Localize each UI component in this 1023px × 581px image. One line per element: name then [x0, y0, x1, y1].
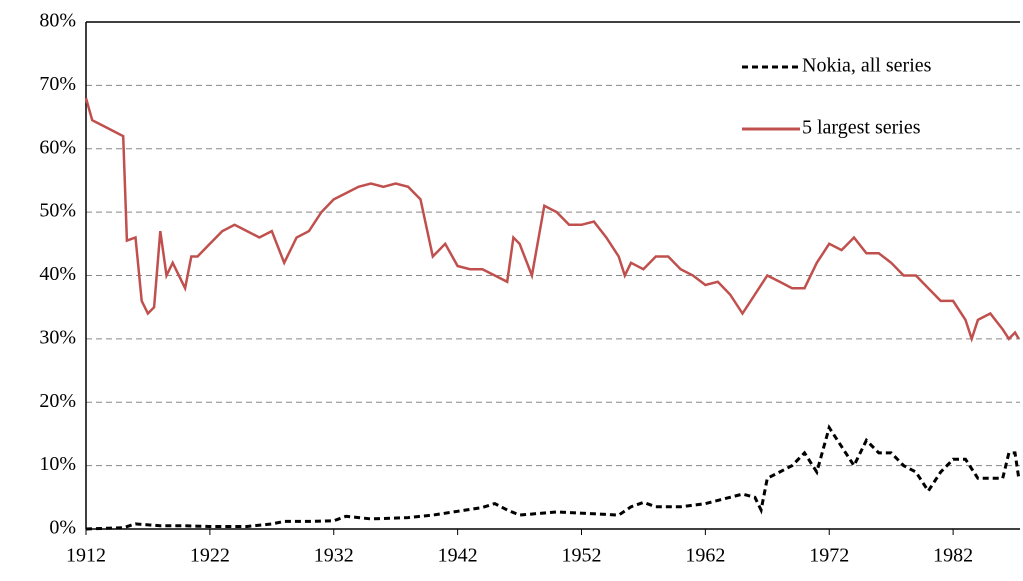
- y-tick-label: 20%: [39, 390, 76, 412]
- x-tick-label: 1932: [314, 545, 354, 567]
- x-tick-label: 1962: [685, 545, 725, 567]
- y-tick-label: 10%: [39, 453, 76, 475]
- x-tick-label: 1942: [438, 545, 478, 567]
- y-tick-label: 40%: [39, 263, 76, 285]
- x-tick-label: 1972: [809, 545, 849, 567]
- x-tick-label: 1952: [561, 545, 601, 567]
- y-tick-label: 30%: [39, 326, 76, 348]
- legend-label: 5 largest series: [802, 117, 921, 139]
- legend-label: Nokia, all series: [802, 55, 932, 77]
- y-tick-label: 80%: [39, 10, 76, 32]
- series-line: [85, 424, 1021, 531]
- y-tick-label: 0%: [49, 517, 76, 539]
- x-tick-label: 1922: [190, 545, 230, 567]
- y-tick-label: 60%: [39, 136, 76, 158]
- y-tick-label: 70%: [39, 73, 76, 95]
- series-line: [84, 97, 1020, 343]
- x-tick-label: 1912: [66, 545, 106, 567]
- x-tick-label: 1982: [933, 545, 973, 567]
- y-tick-label: 50%: [39, 200, 76, 222]
